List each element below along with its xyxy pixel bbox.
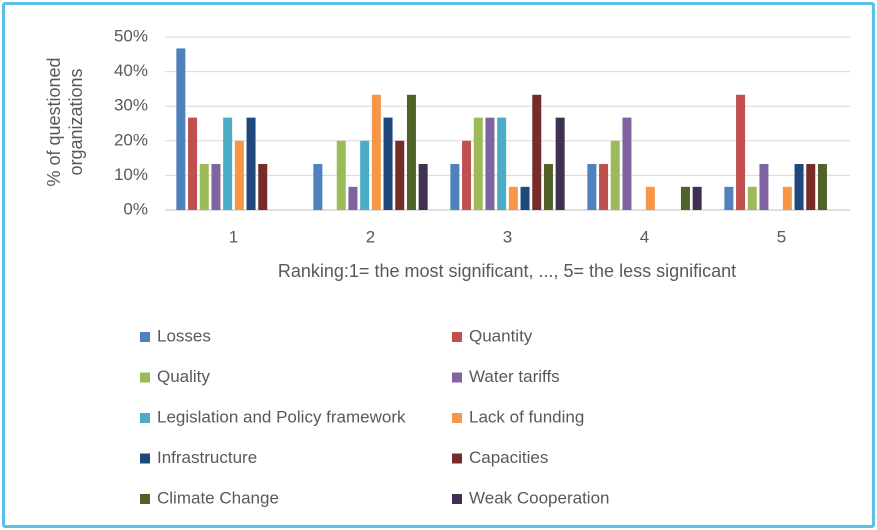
y-axis-title: % of questioned organizations bbox=[44, 57, 86, 187]
bar bbox=[736, 94, 746, 210]
bar bbox=[817, 163, 827, 210]
bar bbox=[543, 163, 553, 210]
legend-swatch bbox=[452, 332, 462, 342]
legend-swatch bbox=[452, 453, 462, 464]
legend-label: Losses bbox=[157, 326, 211, 345]
bar bbox=[806, 163, 816, 210]
bar bbox=[395, 140, 405, 210]
legend-swatch bbox=[140, 453, 150, 464]
y-tick-label: 20% bbox=[114, 130, 148, 149]
bar bbox=[234, 140, 244, 210]
legend-label: Quantity bbox=[469, 326, 533, 345]
x-tick-label: 3 bbox=[503, 227, 512, 246]
bar bbox=[532, 94, 542, 210]
bar bbox=[599, 163, 609, 210]
bar bbox=[188, 117, 198, 210]
bar bbox=[336, 140, 346, 210]
bar bbox=[508, 186, 518, 210]
legend-swatch bbox=[452, 494, 462, 504]
bar bbox=[473, 117, 483, 210]
bar bbox=[610, 140, 620, 210]
legend-label: Lack of funding bbox=[469, 407, 584, 426]
x-tick-label: 5 bbox=[777, 227, 786, 246]
bar bbox=[782, 186, 792, 210]
bar bbox=[246, 117, 256, 210]
bar bbox=[692, 186, 702, 210]
y-tick-label: 40% bbox=[114, 61, 148, 80]
legend-label: Capacities bbox=[469, 448, 548, 467]
y-tick-label: 10% bbox=[114, 165, 148, 184]
legend-label: Infrastructure bbox=[157, 448, 257, 467]
bar bbox=[724, 186, 734, 210]
bar bbox=[680, 186, 690, 210]
legend-swatch bbox=[452, 372, 462, 383]
bar bbox=[313, 163, 323, 210]
bar bbox=[418, 163, 428, 210]
bar bbox=[497, 117, 507, 210]
legend-label: Climate Change bbox=[157, 488, 279, 507]
bar bbox=[406, 94, 416, 210]
bar bbox=[645, 186, 655, 210]
bar bbox=[759, 163, 769, 210]
legend-swatch bbox=[140, 372, 150, 383]
legend-swatch bbox=[140, 494, 150, 504]
bar bbox=[199, 163, 209, 210]
legend-label: Quality bbox=[157, 367, 210, 386]
bar bbox=[462, 140, 472, 210]
bar bbox=[371, 94, 381, 210]
legend-label: Weak Cooperation bbox=[469, 488, 610, 507]
bar bbox=[258, 163, 268, 210]
legend-swatch bbox=[140, 332, 150, 342]
bar bbox=[360, 140, 370, 210]
bar bbox=[555, 117, 565, 210]
bar bbox=[176, 48, 186, 210]
x-tick-label: 4 bbox=[640, 227, 649, 246]
legend-label: Legislation and Policy framework bbox=[157, 407, 406, 426]
x-tick-label: 1 bbox=[229, 227, 238, 246]
y-tick-label: 30% bbox=[114, 96, 148, 115]
bar bbox=[383, 117, 393, 210]
bar bbox=[587, 163, 597, 210]
x-tick-label: 2 bbox=[366, 227, 375, 246]
x-axis-title: Ranking:1= the most significant, ..., 5=… bbox=[278, 261, 736, 281]
y-tick-label: 50% bbox=[114, 26, 148, 45]
bar bbox=[223, 117, 233, 210]
bar bbox=[348, 186, 358, 210]
bar bbox=[622, 117, 632, 210]
legend-swatch bbox=[140, 413, 150, 423]
bar bbox=[211, 163, 221, 210]
bar bbox=[747, 186, 757, 210]
legend-swatch bbox=[452, 413, 462, 423]
bar bbox=[794, 163, 804, 210]
bar bbox=[520, 186, 530, 210]
y-tick-label: 0% bbox=[123, 199, 148, 218]
legend-label: Water tariffs bbox=[469, 367, 560, 386]
bar bbox=[485, 117, 495, 210]
bar bbox=[450, 163, 460, 210]
